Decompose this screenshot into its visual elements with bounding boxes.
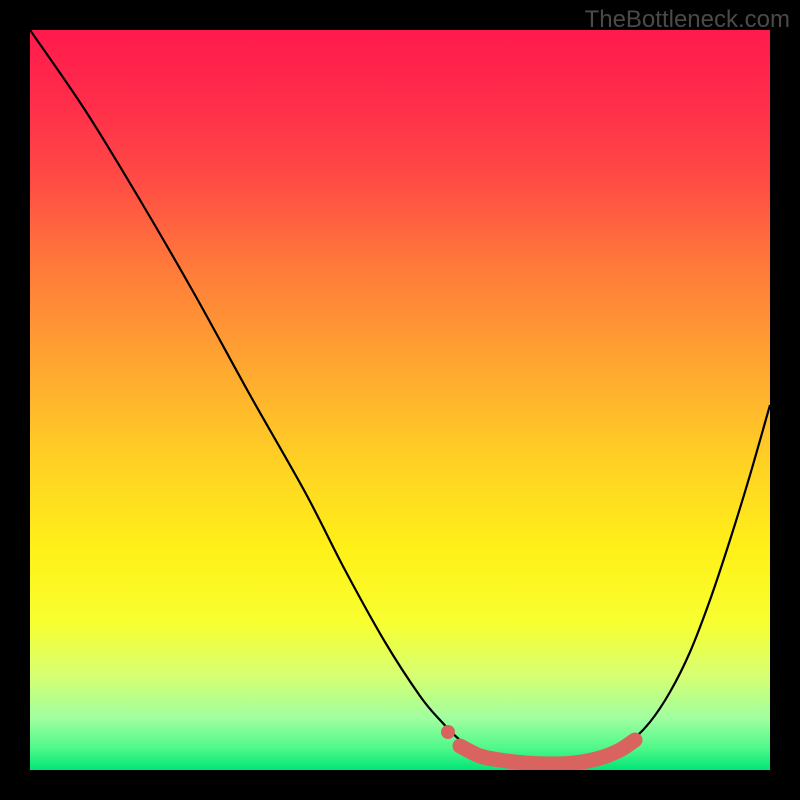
watermark-text: TheBottleneck.com <box>585 6 790 34</box>
bottleneck-curve-chart <box>30 30 770 770</box>
gradient-background <box>30 30 770 770</box>
chart-frame: TheBottleneck.com <box>0 0 800 800</box>
marker-dot <box>441 725 455 739</box>
plot-area <box>30 30 770 770</box>
